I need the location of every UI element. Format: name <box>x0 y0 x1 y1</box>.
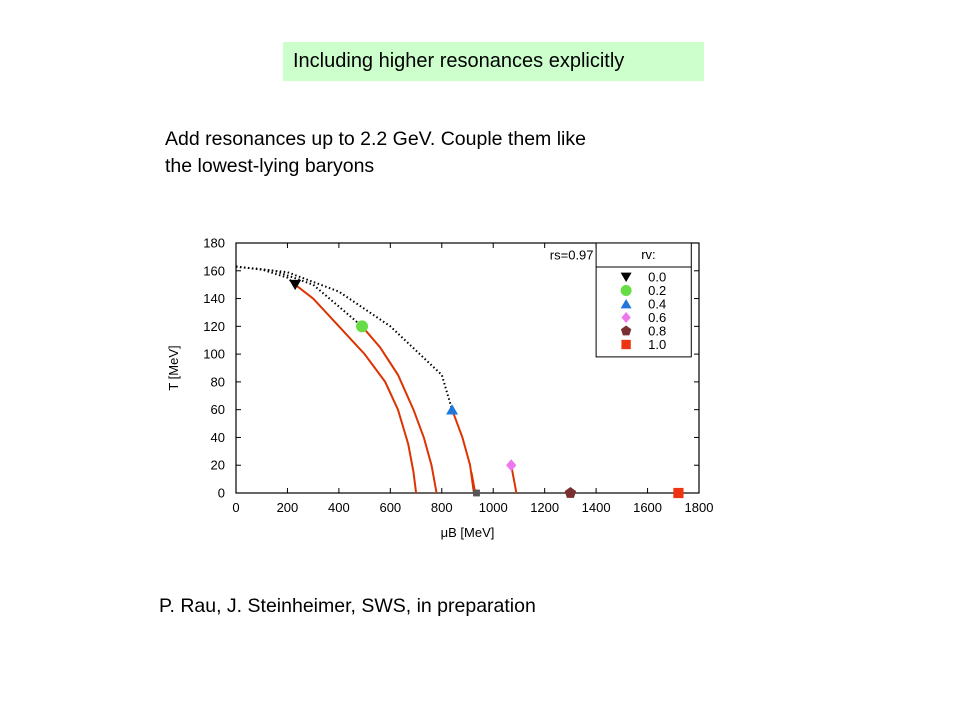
crossover-line <box>235 265 296 286</box>
y-tick-label: 80 <box>211 374 225 389</box>
crossover-line <box>235 265 363 328</box>
legend-label: 0.0 <box>648 270 666 285</box>
legend-box <box>595 242 692 358</box>
x-axis-label: μB [MeV] <box>441 525 495 540</box>
legend-label: 1.0 <box>648 337 666 352</box>
legend-marker <box>621 312 631 323</box>
first-order-line <box>451 409 475 494</box>
y-tick-label: 0 <box>218 486 225 501</box>
critical-point-rv-0-6 <box>506 459 517 472</box>
plot-frame <box>235 242 700 494</box>
y-tick-label: 120 <box>203 319 225 334</box>
legend-marker <box>620 272 632 282</box>
x-tick-label: 600 <box>379 500 401 515</box>
legend-title: rv: <box>641 247 655 262</box>
legend-label: 0.2 <box>648 283 666 298</box>
x-tick-label: 1600 <box>633 500 662 515</box>
critical-point-rv-1-0 <box>673 487 684 499</box>
y-tick-label: 180 <box>203 236 225 251</box>
description-line-2: the lowest-lying baryons <box>165 155 375 177</box>
slide-title-box: Including higher resonances explicitly <box>283 42 704 81</box>
crossover-line <box>235 265 454 410</box>
y-tick-label: 140 <box>203 291 225 306</box>
legend-marker <box>620 299 632 309</box>
legend-label: 0.4 <box>648 297 666 312</box>
x-tick-label: 0 <box>232 500 239 515</box>
legend-marker <box>620 325 632 336</box>
first-order-line <box>361 325 438 494</box>
x-tick-label: 1000 <box>479 500 508 515</box>
x-tick-label: 400 <box>328 500 350 515</box>
legend-label: 0.8 <box>648 324 666 339</box>
x-tick-label: 1800 <box>685 500 714 515</box>
x-tick-label: 200 <box>277 500 299 515</box>
critical-point-rv-0-0 <box>289 279 302 291</box>
x-tick-label: 1400 <box>582 500 611 515</box>
phase-diagram-chart: 0 200 400 600 800 1000 1200 1400 1600 1800 0 20 40 60… <box>166 236 714 541</box>
y-tick-label: 20 <box>211 458 225 473</box>
first-order-line <box>294 283 418 494</box>
slide-title: Including higher resonances explicitly <box>293 50 625 72</box>
description-line-1: Add resonances up to 2.2 GeV. Couple the… <box>165 128 586 150</box>
citation: P. Rau, J. Steinheimer, SWS, in preparat… <box>159 595 536 617</box>
x-tick-label: 800 <box>431 500 453 515</box>
slide-description: Add resonances up to 2.2 GeV. Couple the… <box>165 126 586 180</box>
legend-marker <box>621 339 631 350</box>
extra-point <box>473 489 480 497</box>
legend-marker <box>620 285 632 296</box>
critical-point-rv-0-2 <box>356 320 369 333</box>
y-tick-label: 60 <box>211 402 225 417</box>
first-order-line <box>470 472 477 494</box>
y-axis-label: T [MeV] <box>166 345 181 390</box>
rs-annotation: rs=0.97 <box>550 248 594 263</box>
legend-label: 0.6 <box>648 310 666 325</box>
y-tick-label: 160 <box>203 263 225 278</box>
critical-point-rv-0-4 <box>446 404 459 415</box>
y-tick-label: 40 <box>211 430 225 445</box>
x-tick-label: 1200 <box>530 500 559 515</box>
y-tick-label: 100 <box>203 347 225 362</box>
critical-point-rv-0-8 <box>564 487 577 498</box>
